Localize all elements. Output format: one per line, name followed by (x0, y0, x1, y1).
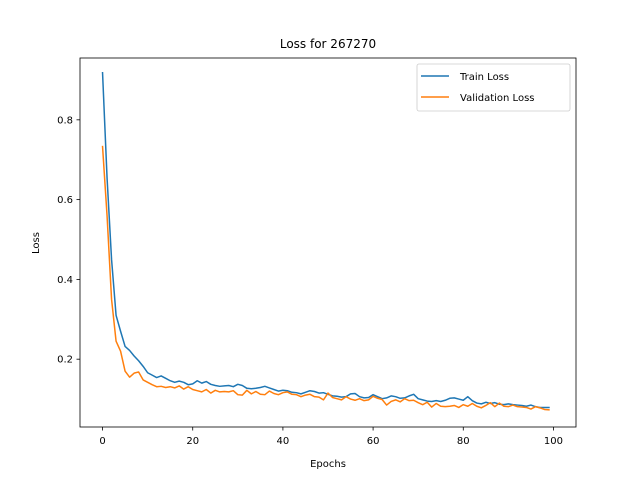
x-tick-label: 0 (99, 436, 105, 447)
y-axis-ticks: 0.2 0.4 0.6 0.8 (57, 115, 80, 366)
x-tick-label: 80 (457, 436, 470, 447)
y-tick-label: 0.6 (57, 195, 73, 206)
x-tick-label: 100 (544, 436, 563, 447)
y-tick-label: 0.4 (57, 275, 73, 286)
y-axis-label: Loss (31, 232, 42, 254)
legend-box (416, 63, 571, 112)
legend: Train Loss Validation Loss (416, 63, 571, 112)
chart-title: Loss for 267270 (280, 37, 376, 51)
plot-lines (101, 71, 550, 411)
y-tick-label: 0.2 (57, 355, 73, 366)
y-tick-label: 0.8 (57, 115, 73, 126)
series-line-validation-loss (101, 145, 550, 411)
x-tick-label: 20 (186, 436, 199, 447)
x-tick-label: 60 (367, 436, 380, 447)
legend-label-train-loss: Train Loss (459, 72, 509, 83)
series-line-train-loss (101, 71, 550, 409)
x-tick-label: 40 (277, 436, 290, 447)
x-axis-label: Epochs (310, 459, 346, 470)
legend-label-validation-loss: Validation Loss (460, 93, 535, 104)
plot-frame (79, 57, 577, 428)
x-axis-ticks: 0 20 40 60 80 100 (99, 427, 563, 447)
